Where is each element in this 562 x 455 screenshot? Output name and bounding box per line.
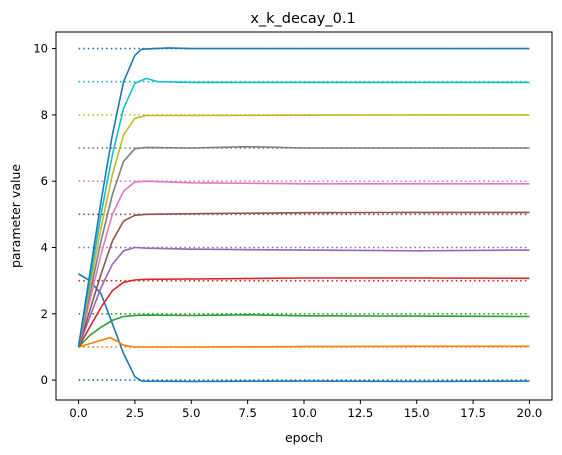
x-tick-label: 20.0 xyxy=(517,406,543,420)
series-line-1 xyxy=(78,336,530,348)
y-tick-label: 0 xyxy=(41,373,48,387)
series-line-6 xyxy=(77,180,530,348)
y-tick-label: 2 xyxy=(41,307,48,321)
x-tick-label: 0.0 xyxy=(69,406,87,420)
series-line-10 xyxy=(77,47,530,348)
x-tick-label: 15.0 xyxy=(404,406,430,420)
series-line-3 xyxy=(77,277,530,348)
x-tick-label: 2.5 xyxy=(126,406,144,420)
chart-title: x_k_decay_0.1 xyxy=(250,11,355,27)
series-line-5 xyxy=(77,211,530,348)
x-tick-label: 12.5 xyxy=(348,406,374,420)
x-tick-label: 10.0 xyxy=(291,406,317,420)
series-line-9 xyxy=(77,77,530,348)
x-tick-label: 17.5 xyxy=(460,406,486,420)
y-axis: 0 2 4 6 8 10 xyxy=(33,42,56,387)
series-line-8 xyxy=(77,114,530,348)
y-tick-label: 4 xyxy=(41,240,48,254)
series-line-0 xyxy=(78,273,530,383)
x-tick-label: 7.5 xyxy=(238,406,256,420)
x-axis: 0.0 2.5 5.0 7.5 10.0 12.5 15.0 17.5 20.0 xyxy=(69,400,542,420)
plot-frame xyxy=(55,31,553,401)
x-tick-label: 5.0 xyxy=(182,406,200,420)
y-tick-label: 6 xyxy=(41,174,48,188)
series-line-4 xyxy=(77,246,530,348)
plot-area xyxy=(77,47,530,383)
series-line-2 xyxy=(77,314,530,348)
series-line-7 xyxy=(77,145,530,348)
x-axis-label: epoch xyxy=(285,430,323,445)
y-axis-label: parameter value xyxy=(8,164,23,268)
y-tick-label: 8 xyxy=(41,108,48,122)
y-tick-label: 10 xyxy=(33,42,48,56)
